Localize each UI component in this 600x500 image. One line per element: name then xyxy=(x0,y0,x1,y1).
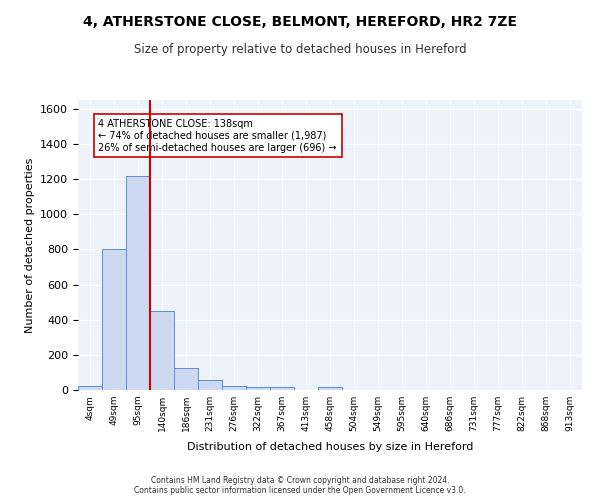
Bar xyxy=(126,176,150,390)
Text: 4 ATHERSTONE CLOSE: 138sqm
← 74% of detached houses are smaller (1,987)
26% of s: 4 ATHERSTONE CLOSE: 138sqm ← 74% of deta… xyxy=(98,120,337,152)
Bar xyxy=(270,388,294,390)
X-axis label: Distribution of detached houses by size in Hereford: Distribution of detached houses by size … xyxy=(187,442,473,452)
Bar xyxy=(318,388,342,390)
Text: Contains HM Land Registry data © Crown copyright and database right 2024.
Contai: Contains HM Land Registry data © Crown c… xyxy=(134,476,466,495)
Bar xyxy=(246,388,270,390)
Bar xyxy=(174,368,198,390)
Bar xyxy=(150,311,174,390)
Text: Size of property relative to detached houses in Hereford: Size of property relative to detached ho… xyxy=(134,42,466,56)
Bar xyxy=(222,386,246,390)
Text: 4, ATHERSTONE CLOSE, BELMONT, HEREFORD, HR2 7ZE: 4, ATHERSTONE CLOSE, BELMONT, HEREFORD, … xyxy=(83,15,517,29)
Bar xyxy=(198,380,222,390)
Y-axis label: Number of detached properties: Number of detached properties xyxy=(25,158,35,332)
Bar xyxy=(102,250,126,390)
Bar xyxy=(78,386,102,390)
